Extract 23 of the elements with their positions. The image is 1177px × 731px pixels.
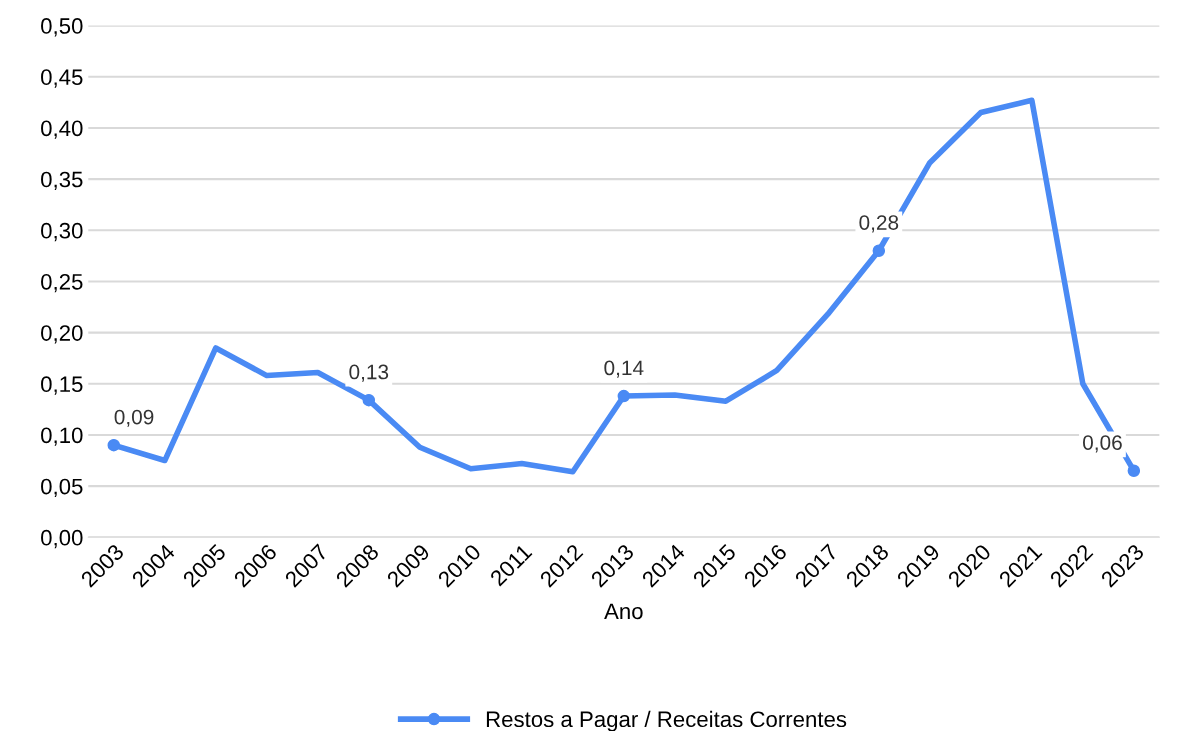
legend-label: Restos a Pagar / Receitas Correntes: [486, 710, 847, 731]
y-tick-label: 0,50: [41, 18, 83, 37]
point: [107, 438, 121, 452]
data-label: 0,14: [604, 360, 644, 378]
y-tick-label: 0,45: [41, 69, 83, 88]
y-tick-label: 0,05: [41, 478, 83, 498]
data-label: 0,28: [859, 215, 899, 233]
point: [1127, 464, 1141, 478]
y-tick-label: 0,10: [41, 427, 83, 446]
point: [872, 244, 886, 257]
y-tick-label: 0,30: [41, 222, 83, 242]
y-tick-label: 0,25: [41, 273, 83, 293]
point: [362, 393, 376, 407]
data-label: 0,09: [114, 409, 154, 427]
point: [617, 389, 631, 403]
y-tick-label: 0,00: [41, 529, 83, 549]
data-label: 0,06: [1083, 435, 1122, 453]
x-axis-title: Ano: [604, 603, 643, 620]
y-tick-label: 0,35: [41, 171, 83, 190]
y-tick-label: 0,20: [41, 325, 83, 344]
y-tick-label: 0,15: [41, 376, 83, 395]
data-label: 0,13: [349, 364, 389, 382]
y-tick-label: 0,40: [41, 120, 83, 139]
